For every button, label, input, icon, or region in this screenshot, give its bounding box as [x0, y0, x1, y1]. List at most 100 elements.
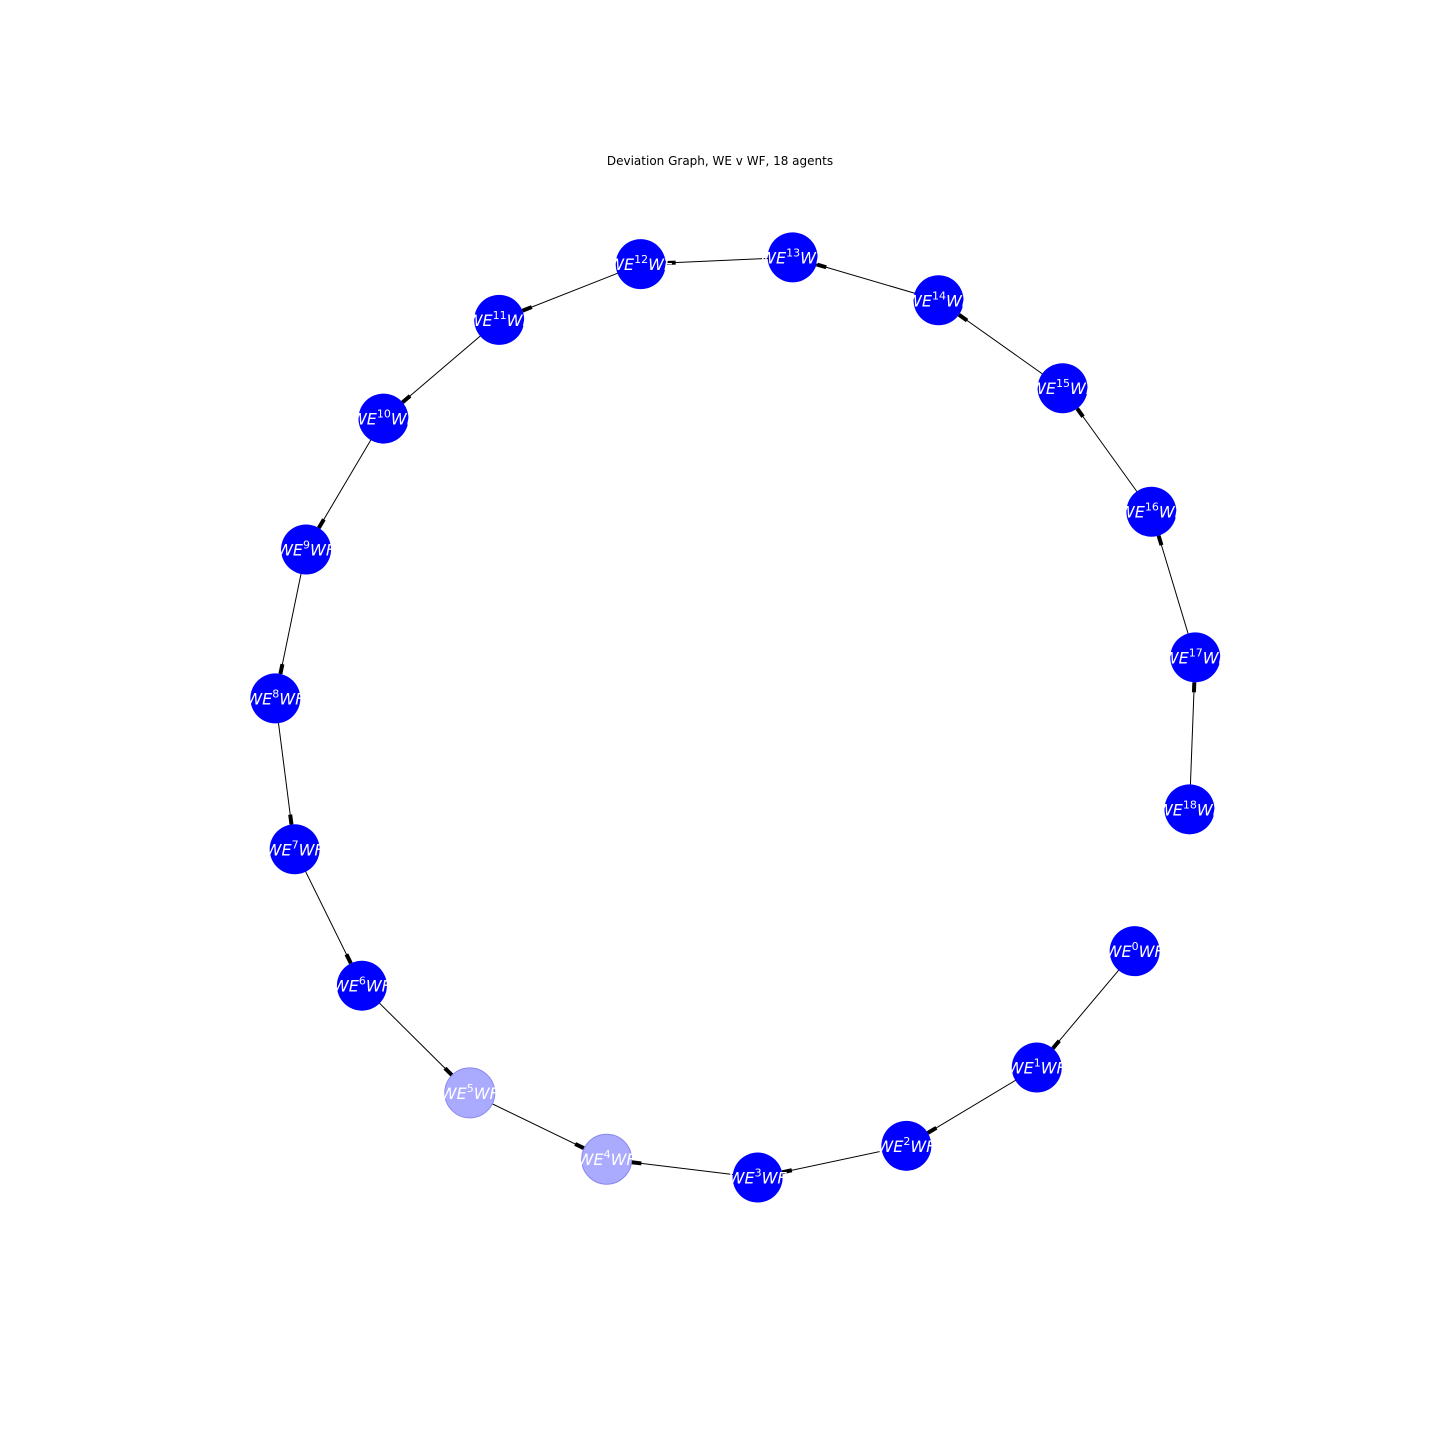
node-label-base: WE: [441, 1084, 468, 1103]
node-label-tail: WF: [474, 1084, 500, 1103]
node-label-base: WE: [906, 291, 933, 310]
node-label-base: WE: [608, 255, 635, 274]
node-label-base: WE: [1163, 648, 1190, 667]
node-label-base: WE: [1119, 503, 1146, 522]
node-label-base: WE: [729, 1169, 756, 1188]
node-circle: [444, 1067, 496, 1119]
nodes-layer: WE0WFWE1WFWE2WFWE3WFWE4WFWE5WFWE6WFWE7WF…: [246, 232, 1229, 1203]
node-label-tail: WF: [946, 291, 972, 310]
edge-arrowhead: [1051, 1039, 1061, 1050]
node-label-sup: 16: [1145, 501, 1159, 514]
node-label-sup: 1: [1034, 1057, 1041, 1070]
node-label: WE14WF: [906, 289, 972, 310]
node-label-tail: WF: [1203, 648, 1229, 667]
edge-arrowhead: [317, 518, 326, 529]
node-circle: [732, 1152, 783, 1203]
edge-arrowhead: [344, 953, 353, 965]
edge-17-to-16: [1150, 511, 1196, 658]
node-label-base: WE: [760, 248, 787, 267]
edge-1-to-2: [906, 1067, 1038, 1147]
edge-11-to-10: [383, 319, 500, 419]
node-17: WE17WF: [1163, 632, 1229, 683]
node-13: WE13WF: [760, 232, 826, 283]
node-label: WE16WF: [1119, 501, 1185, 522]
node-label-sup: 10: [377, 408, 391, 421]
node-14: WE14WF: [906, 275, 972, 326]
edge-arrowhead: [574, 1142, 586, 1151]
node-label-base: WE: [277, 540, 304, 559]
node-label-base: WE: [578, 1150, 605, 1169]
node-label-sup: 9: [303, 538, 310, 551]
edge-10-to-9: [305, 418, 384, 550]
node-12: WE12WF: [608, 239, 674, 290]
edge-18-to-17: [1188, 657, 1197, 810]
node-label-base: WE: [467, 311, 494, 330]
node-11: WE11WF: [467, 294, 533, 345]
node-label: WE11WF: [467, 309, 533, 330]
edge-arrowhead: [521, 305, 533, 313]
node-label-sup: 0: [1132, 940, 1139, 953]
node-label-tail: WF: [762, 1169, 788, 1188]
edge-arrowhead: [1156, 535, 1164, 546]
edge-16-to-15: [1062, 387, 1152, 513]
edge-arrowhead: [288, 814, 294, 825]
node-label-tail: WF: [1159, 503, 1185, 522]
node-3: WE3WF: [729, 1152, 788, 1203]
node-5: WE5WF: [441, 1067, 500, 1119]
node-circle: [1037, 363, 1088, 414]
node-label: WE9WF: [277, 538, 336, 559]
node-circle: [1011, 1042, 1062, 1093]
node-9: WE9WF: [277, 524, 336, 575]
node-circle: [881, 1120, 932, 1171]
node-circle: [336, 960, 387, 1011]
node-label: WE12WF: [608, 253, 674, 274]
graph-title: Deviation Graph, WE v WF, 18 agents: [606, 154, 834, 168]
node-label-sup: 8: [272, 687, 279, 700]
node-label-sup: 4: [604, 1148, 611, 1161]
node-label-sup: 2: [903, 1135, 910, 1148]
node-label-tail: WF: [366, 977, 392, 996]
edge-2-to-3: [757, 1145, 907, 1179]
node-label: WE4WF: [578, 1148, 637, 1169]
node-label-tail: WF: [279, 689, 305, 708]
node-circle: [358, 393, 409, 444]
edge-arrowhead: [631, 1160, 642, 1166]
node-0: WE0WF: [1106, 926, 1165, 977]
edge-13-to-12: [640, 256, 793, 266]
node-label: WE7WF: [266, 838, 325, 859]
node-circle: [1170, 632, 1221, 683]
node-circle: [250, 673, 301, 724]
node-label-base: WE: [877, 1137, 904, 1156]
node-label-sup: 7: [292, 838, 299, 851]
node-18: WE18WF: [1157, 784, 1223, 835]
node-label-tail: WF: [648, 255, 674, 274]
node-circle: [269, 824, 320, 875]
node-circle: [615, 239, 666, 290]
edge-arrowhead: [443, 1066, 454, 1077]
node-label-base: WE: [333, 977, 360, 996]
node-label-sup: 14: [932, 289, 946, 302]
edge-arrowhead: [926, 1126, 938, 1135]
node-label: WE15WF: [1030, 377, 1096, 398]
node-label-sup: 5: [467, 1082, 474, 1095]
node-label: WE13WF: [760, 246, 826, 267]
node-label-sup: 3: [755, 1167, 762, 1180]
node-1: WE1WF: [1008, 1042, 1067, 1093]
node-10: WE10WF: [351, 393, 417, 444]
node-label-sup: 12: [634, 253, 648, 266]
edge-arrowhead: [957, 313, 969, 323]
node-7: WE7WF: [266, 824, 325, 875]
node-label-sup: 15: [1056, 377, 1070, 390]
node-label-sup: 11: [493, 309, 507, 322]
node-circle: [1164, 784, 1215, 835]
node-label-tail: WF: [910, 1137, 936, 1156]
node-label-sup: 6: [359, 975, 366, 988]
edge-arrowhead: [401, 394, 412, 404]
node-label-tail: WF: [1139, 942, 1165, 961]
node-label-tail: WF: [507, 311, 533, 330]
node-circle: [474, 294, 525, 345]
node-circle: [767, 232, 818, 283]
node-label: WE6WF: [333, 975, 392, 996]
node-label: WE10WF: [351, 408, 417, 429]
